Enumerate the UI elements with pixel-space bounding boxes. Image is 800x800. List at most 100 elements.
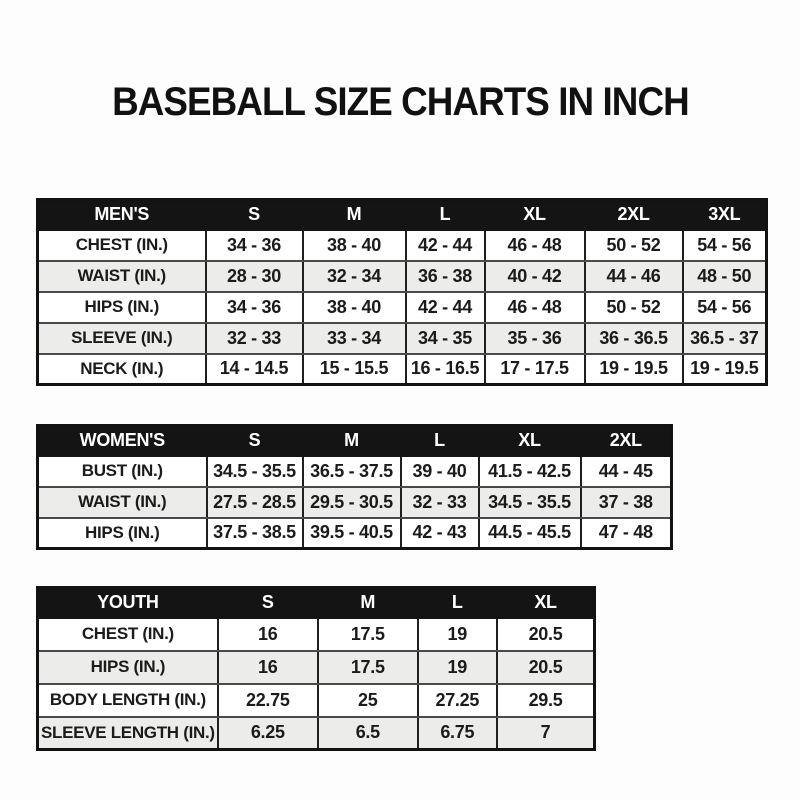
size-value: 50 - 52 <box>583 290 684 324</box>
size-value: 22.75 <box>216 682 319 718</box>
size-value: 19 <box>416 649 498 685</box>
womens-size-column-header: L <box>399 424 480 457</box>
page-title-text: BASEBALL SIZE CHARTS IN INCH <box>111 80 690 124</box>
size-value: 34 - 36 <box>204 290 304 324</box>
size-value: 16 - 16.5 <box>404 352 486 386</box>
mens-measurement-row: SLEEVE (IN.) 32 - 33 33 - 34 34 - 35 35 - 36… <box>36 321 768 355</box>
size-value: 14 - 14.5 <box>204 352 304 386</box>
mens-size-column-header: S <box>204 198 304 231</box>
mens-measurement-row: CHEST (IN.) 34 - 36 38 - 40 42 - 44 46 - 48 5… <box>36 228 768 262</box>
size-value: 36.5 - 37.5 <box>301 454 402 488</box>
size-value: 17.5 <box>316 616 419 652</box>
size-value: 29.5 - 30.5 <box>301 485 402 519</box>
size-value: 34.5 - 35.5 <box>477 485 582 519</box>
size-value: 16 <box>216 649 319 685</box>
size-value: 39.5 - 40.5 <box>301 516 402 550</box>
size-value: 44.5 - 45.5 <box>477 516 582 550</box>
measurement-label: HIPS (IN.) <box>36 516 208 550</box>
mens-size-table: MEN'S S M L XL 2XL 3XL CHEST (IN.) 34 - 36 38 - 4… <box>36 198 768 386</box>
youth-table-title: YOUTH <box>36 586 219 619</box>
youth-size-column-header: M <box>316 586 419 619</box>
mens-size-column-header: 2XL <box>583 198 684 231</box>
measurement-label: WAIST (IN.) <box>36 259 207 293</box>
size-value: 17.5 <box>316 649 419 685</box>
youth-size-column-header: XL <box>495 586 596 619</box>
size-value: 37 - 38 <box>579 485 673 519</box>
size-value: 27.25 <box>416 682 498 718</box>
size-value: 35 - 36 <box>483 321 586 355</box>
mens-table-title: MEN'S <box>36 198 207 231</box>
size-value: 47 - 48 <box>579 516 673 550</box>
size-value: 44 - 45 <box>579 454 673 488</box>
size-value: 42 - 44 <box>404 290 486 324</box>
size-value: 29.5 <box>495 682 596 718</box>
size-value: 6.5 <box>316 715 419 751</box>
size-value: 36 - 36.5 <box>583 321 684 355</box>
measurement-label: HIPS (IN.) <box>36 649 219 685</box>
mens-measurement-row: HIPS (IN.) 34 - 36 38 - 40 42 - 44 46 - 48 50… <box>36 290 768 324</box>
size-value: 15 - 15.5 <box>301 352 407 386</box>
size-value: 19 - 19.5 <box>583 352 684 386</box>
size-value: 7 <box>495 715 596 751</box>
size-value: 42 - 44 <box>404 228 486 262</box>
measurement-label: HIPS (IN.) <box>36 290 207 324</box>
size-value: 19 - 19.5 <box>681 352 768 386</box>
mens-size-column-header: XL <box>483 198 586 231</box>
youth-size-column-header: S <box>216 586 319 619</box>
size-value: 32 - 34 <box>301 259 407 293</box>
size-value: 38 - 40 <box>301 290 407 324</box>
youth-size-table: YOUTH S M L XL CHEST (IN.) 16 17.5 19 20.5 HIPS (I… <box>36 586 597 751</box>
size-value: 20.5 <box>495 616 596 652</box>
size-value: 42 - 43 <box>399 516 480 550</box>
womens-size-column-header: M <box>301 424 402 457</box>
size-value: 48 - 50 <box>681 259 768 293</box>
size-value: 41.5 - 42.5 <box>477 454 582 488</box>
size-value: 16 <box>216 616 319 652</box>
size-value: 6.75 <box>416 715 498 751</box>
measurement-label: WAIST (IN.) <box>36 485 208 519</box>
womens-measurement-row: BUST (IN.) 34.5 - 35.5 36.5 - 37.5 39 - 40 4… <box>36 454 673 488</box>
measurement-label: CHEST (IN.) <box>36 616 219 652</box>
youth-measurement-row: CHEST (IN.) 16 17.5 19 20.5 <box>36 616 596 652</box>
measurement-label: SLEEVE (IN.) <box>36 321 207 355</box>
mens-measurement-row: WAIST (IN.) 28 - 30 32 - 34 36 - 38 40 - 42 4… <box>36 259 768 293</box>
mens-header-row: MEN'S S M L XL 2XL 3XL <box>36 198 768 231</box>
size-value: 20.5 <box>495 649 596 685</box>
size-value: 33 - 34 <box>301 321 407 355</box>
mens-size-column-header: M <box>301 198 407 231</box>
size-value: 32 - 33 <box>399 485 480 519</box>
size-value: 40 - 42 <box>483 259 586 293</box>
womens-header-row: WOMEN'S S M L XL 2XL <box>36 424 673 457</box>
size-value: 34 - 36 <box>204 228 304 262</box>
size-value: 25 <box>316 682 419 718</box>
youth-size-column-header: L <box>416 586 498 619</box>
womens-size-column-header: 2XL <box>579 424 673 457</box>
size-value: 17 - 17.5 <box>483 352 586 386</box>
womens-measurement-row: WAIST (IN.) 27.5 - 28.5 29.5 - 30.5 32 - 33… <box>36 485 673 519</box>
youth-measurement-row: BODY LENGTH (IN.) 22.75 25 27.25 29.5 <box>36 682 596 718</box>
womens-measurement-row: HIPS (IN.) 37.5 - 38.5 39.5 - 40.5 42 - 43 4… <box>36 516 673 550</box>
size-value: 34.5 - 35.5 <box>205 454 304 488</box>
size-value: 36 - 38 <box>404 259 486 293</box>
size-value: 50 - 52 <box>583 228 684 262</box>
size-value: 6.25 <box>216 715 319 751</box>
size-value: 32 - 33 <box>204 321 304 355</box>
womens-table-title: WOMEN'S <box>36 424 208 457</box>
size-value: 27.5 - 28.5 <box>205 485 304 519</box>
size-value: 46 - 48 <box>483 290 586 324</box>
womens-size-column-header: XL <box>477 424 582 457</box>
measurement-label: BODY LENGTH (IN.) <box>36 682 219 718</box>
size-value: 54 - 56 <box>681 228 768 262</box>
size-value: 44 - 46 <box>583 259 684 293</box>
youth-measurement-row: SLEEVE LENGTH (IN.) 6.25 6.5 6.75 7 <box>36 715 596 751</box>
size-value: 54 - 56 <box>681 290 768 324</box>
size-value: 39 - 40 <box>399 454 480 488</box>
measurement-label: NECK (IN.) <box>36 352 207 386</box>
mens-measurement-row: NECK (IN.) 14 - 14.5 15 - 15.5 16 - 16.5 17 … <box>36 352 768 386</box>
measurement-label: CHEST (IN.) <box>36 228 207 262</box>
size-value: 19 <box>416 616 498 652</box>
page-title: BASEBALL SIZE CHARTS IN INCH <box>0 80 800 125</box>
size-value: 38 - 40 <box>301 228 407 262</box>
mens-size-column-header: L <box>404 198 486 231</box>
